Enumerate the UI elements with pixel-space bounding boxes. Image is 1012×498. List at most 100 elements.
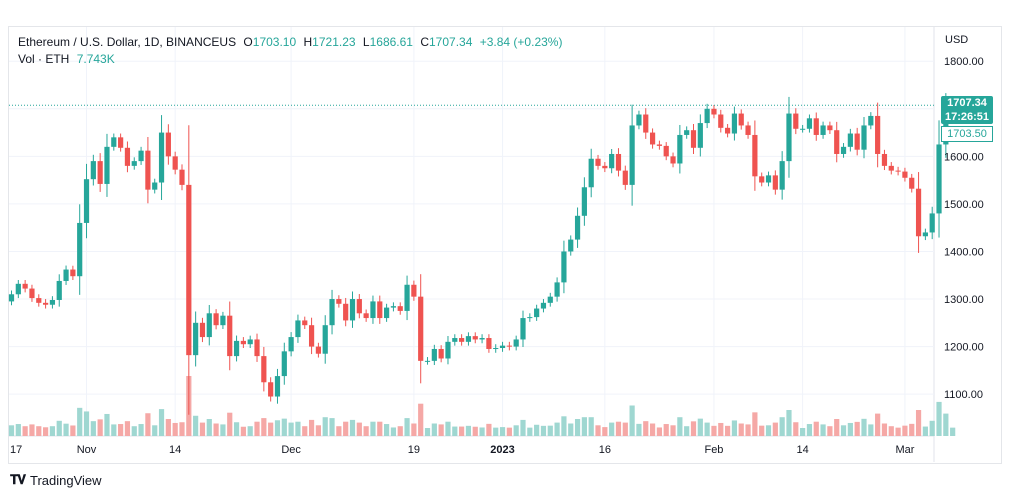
bar-countdown: 17:26:51 xyxy=(944,111,990,123)
candle-body xyxy=(738,113,744,126)
candle-body xyxy=(854,133,860,150)
tradingview-logo-icon: 𝐓𝐕 xyxy=(10,472,26,487)
candle-body xyxy=(684,130,690,135)
candle-body xyxy=(929,213,935,233)
candle-body xyxy=(711,108,717,115)
candle-body xyxy=(718,114,724,128)
volume-bar xyxy=(670,425,676,436)
y-tick-label: 1500.00 xyxy=(944,199,984,211)
x-tick-label: 2023 xyxy=(490,444,514,456)
low-label: L xyxy=(362,35,370,49)
volume-bar xyxy=(104,413,110,436)
last-price-tag: 1707.34 17:26:51 xyxy=(941,96,993,124)
candle-body xyxy=(193,322,199,356)
volume-bar xyxy=(813,421,819,436)
candle-body xyxy=(513,339,519,347)
candle-body xyxy=(840,146,847,154)
volume-bar xyxy=(179,422,185,436)
candle-body xyxy=(615,153,622,171)
candle-body xyxy=(315,346,321,354)
volume-bar xyxy=(343,421,349,436)
volume-bar xyxy=(36,426,42,436)
candle-body xyxy=(349,299,356,321)
volume-bar xyxy=(574,419,581,436)
candle-body xyxy=(936,144,942,214)
brand-name: TradingView xyxy=(30,472,102,488)
candle-body xyxy=(8,294,15,302)
candle-body xyxy=(138,150,144,162)
volume-bar xyxy=(254,421,260,436)
volume-label: Vol · ETH xyxy=(18,52,70,66)
x-tick-label: Feb xyxy=(704,444,723,456)
y-tick-label: 1800.00 xyxy=(944,56,984,68)
volume-bar xyxy=(820,424,826,436)
candle-body xyxy=(506,345,512,347)
candle-body xyxy=(179,169,185,185)
high-label: H xyxy=(303,35,313,49)
volume-bar xyxy=(800,428,806,436)
candle-body xyxy=(834,130,840,154)
candle-body xyxy=(131,161,137,166)
volume-bar xyxy=(752,412,758,436)
candle-body xyxy=(77,222,83,277)
volume-bar xyxy=(233,422,240,436)
volume-bar xyxy=(138,424,144,436)
volume-bar xyxy=(384,424,390,436)
candle-body xyxy=(909,177,915,189)
candle-body xyxy=(36,298,42,303)
volume-bar xyxy=(772,422,778,436)
x-tick-label: 14 xyxy=(169,444,181,456)
volume-bar xyxy=(404,418,410,436)
candle-body xyxy=(43,302,49,305)
candle-body xyxy=(881,153,888,166)
volume-bar xyxy=(929,420,935,436)
volume-bar xyxy=(745,424,751,436)
candle-body xyxy=(547,296,553,303)
candle-body xyxy=(520,318,526,340)
candle-body xyxy=(786,113,792,162)
candle-body xyxy=(561,251,567,283)
volume-bar xyxy=(888,426,894,436)
candle-body xyxy=(29,288,35,299)
footer[interactable]: 𝐓𝐕 TradingView xyxy=(10,472,102,488)
volume-bar xyxy=(547,425,553,436)
volume-bar xyxy=(459,426,465,436)
candlestick-chart[interactable]: 1100.00 1200.00 1300.00 1400.00 1500.00 1600.… xyxy=(0,0,1012,470)
volume-bar xyxy=(90,421,96,436)
volume-bar xyxy=(622,422,628,436)
volume-bar xyxy=(390,427,397,436)
candle-body xyxy=(145,150,151,190)
volume-bar xyxy=(875,413,881,436)
candle-body xyxy=(486,338,492,349)
candle-body xyxy=(943,106,949,145)
candle-body xyxy=(779,161,785,190)
candle-body xyxy=(438,348,444,359)
volume-bar xyxy=(697,418,703,436)
candle-body xyxy=(431,348,437,361)
candles xyxy=(8,93,956,415)
candle-body xyxy=(731,113,738,134)
volume-bar xyxy=(288,422,294,436)
candle-body xyxy=(83,179,90,223)
volume-bar xyxy=(534,424,540,436)
candle-body xyxy=(104,146,110,184)
x-tick-label: Nov xyxy=(77,444,97,456)
volume-bar xyxy=(759,425,765,436)
volume-bar xyxy=(479,427,485,436)
chart-frame[interactable] xyxy=(8,26,1002,464)
volume-bar xyxy=(950,427,956,436)
volume-bar xyxy=(397,426,403,436)
volume-bar xyxy=(172,422,178,436)
candle-body xyxy=(670,156,676,164)
x-tick-label: 14 xyxy=(796,444,808,456)
volume-bar xyxy=(315,425,321,436)
candle-body xyxy=(329,299,335,326)
candle-body xyxy=(370,301,376,319)
volume-bar xyxy=(8,425,15,436)
volume-bar xyxy=(847,422,853,436)
y-tick-label: 1100.00 xyxy=(944,389,983,401)
candle-body xyxy=(227,315,233,357)
candle-body xyxy=(281,351,287,377)
volume-bar xyxy=(527,427,533,436)
volume-bar xyxy=(411,423,417,436)
